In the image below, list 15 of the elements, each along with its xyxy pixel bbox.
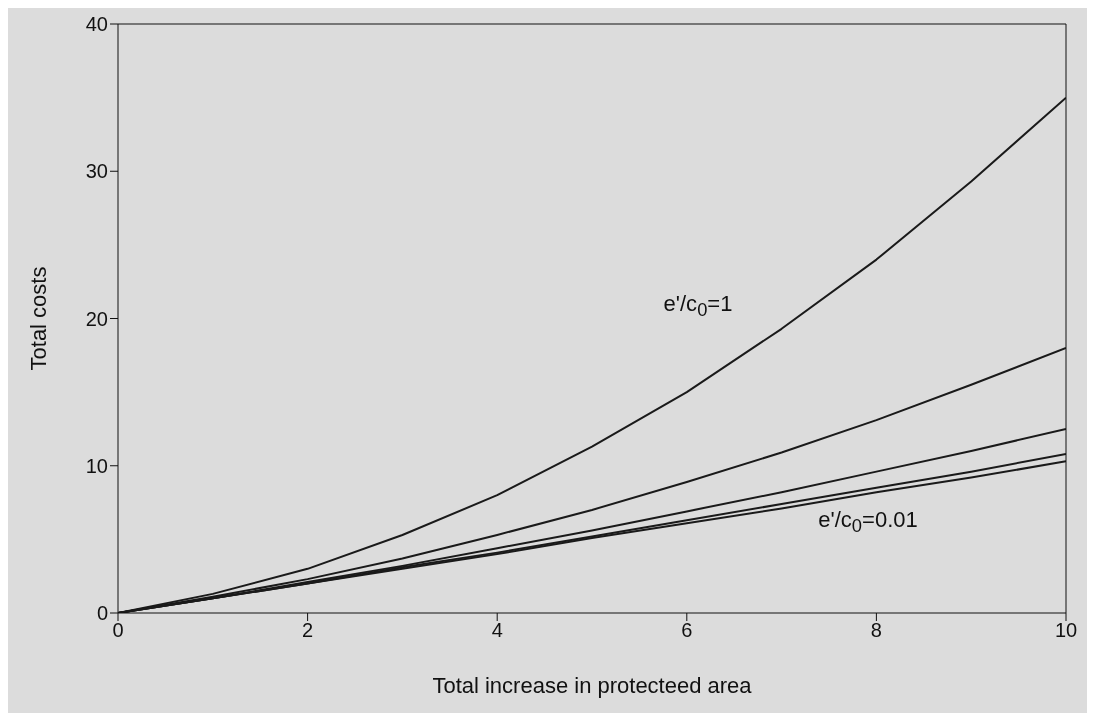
x-tick-label: 4 xyxy=(491,619,503,642)
annotation: e'/c$_{0}$=1 xyxy=(663,290,733,322)
y-tick-label: 40 xyxy=(85,13,108,36)
y-tick-label: 10 xyxy=(85,454,108,477)
y-axis-title: Total costs xyxy=(25,266,51,371)
x-tick-label: 0 xyxy=(112,619,124,642)
x-tick-label: 8 xyxy=(870,619,882,642)
y-tick-label: 20 xyxy=(85,307,108,330)
annotation: e'/c$_{0}$=0.01 xyxy=(818,506,918,538)
x-tick-label: 10 xyxy=(1054,619,1078,642)
y-tick-label: 0 xyxy=(96,602,108,625)
x-tick-label: 6 xyxy=(681,619,693,642)
x-tick-label: 2 xyxy=(302,619,314,642)
y-tick-label: 30 xyxy=(85,160,108,183)
x-axis-title: Total increase in protecteed area xyxy=(432,673,753,698)
